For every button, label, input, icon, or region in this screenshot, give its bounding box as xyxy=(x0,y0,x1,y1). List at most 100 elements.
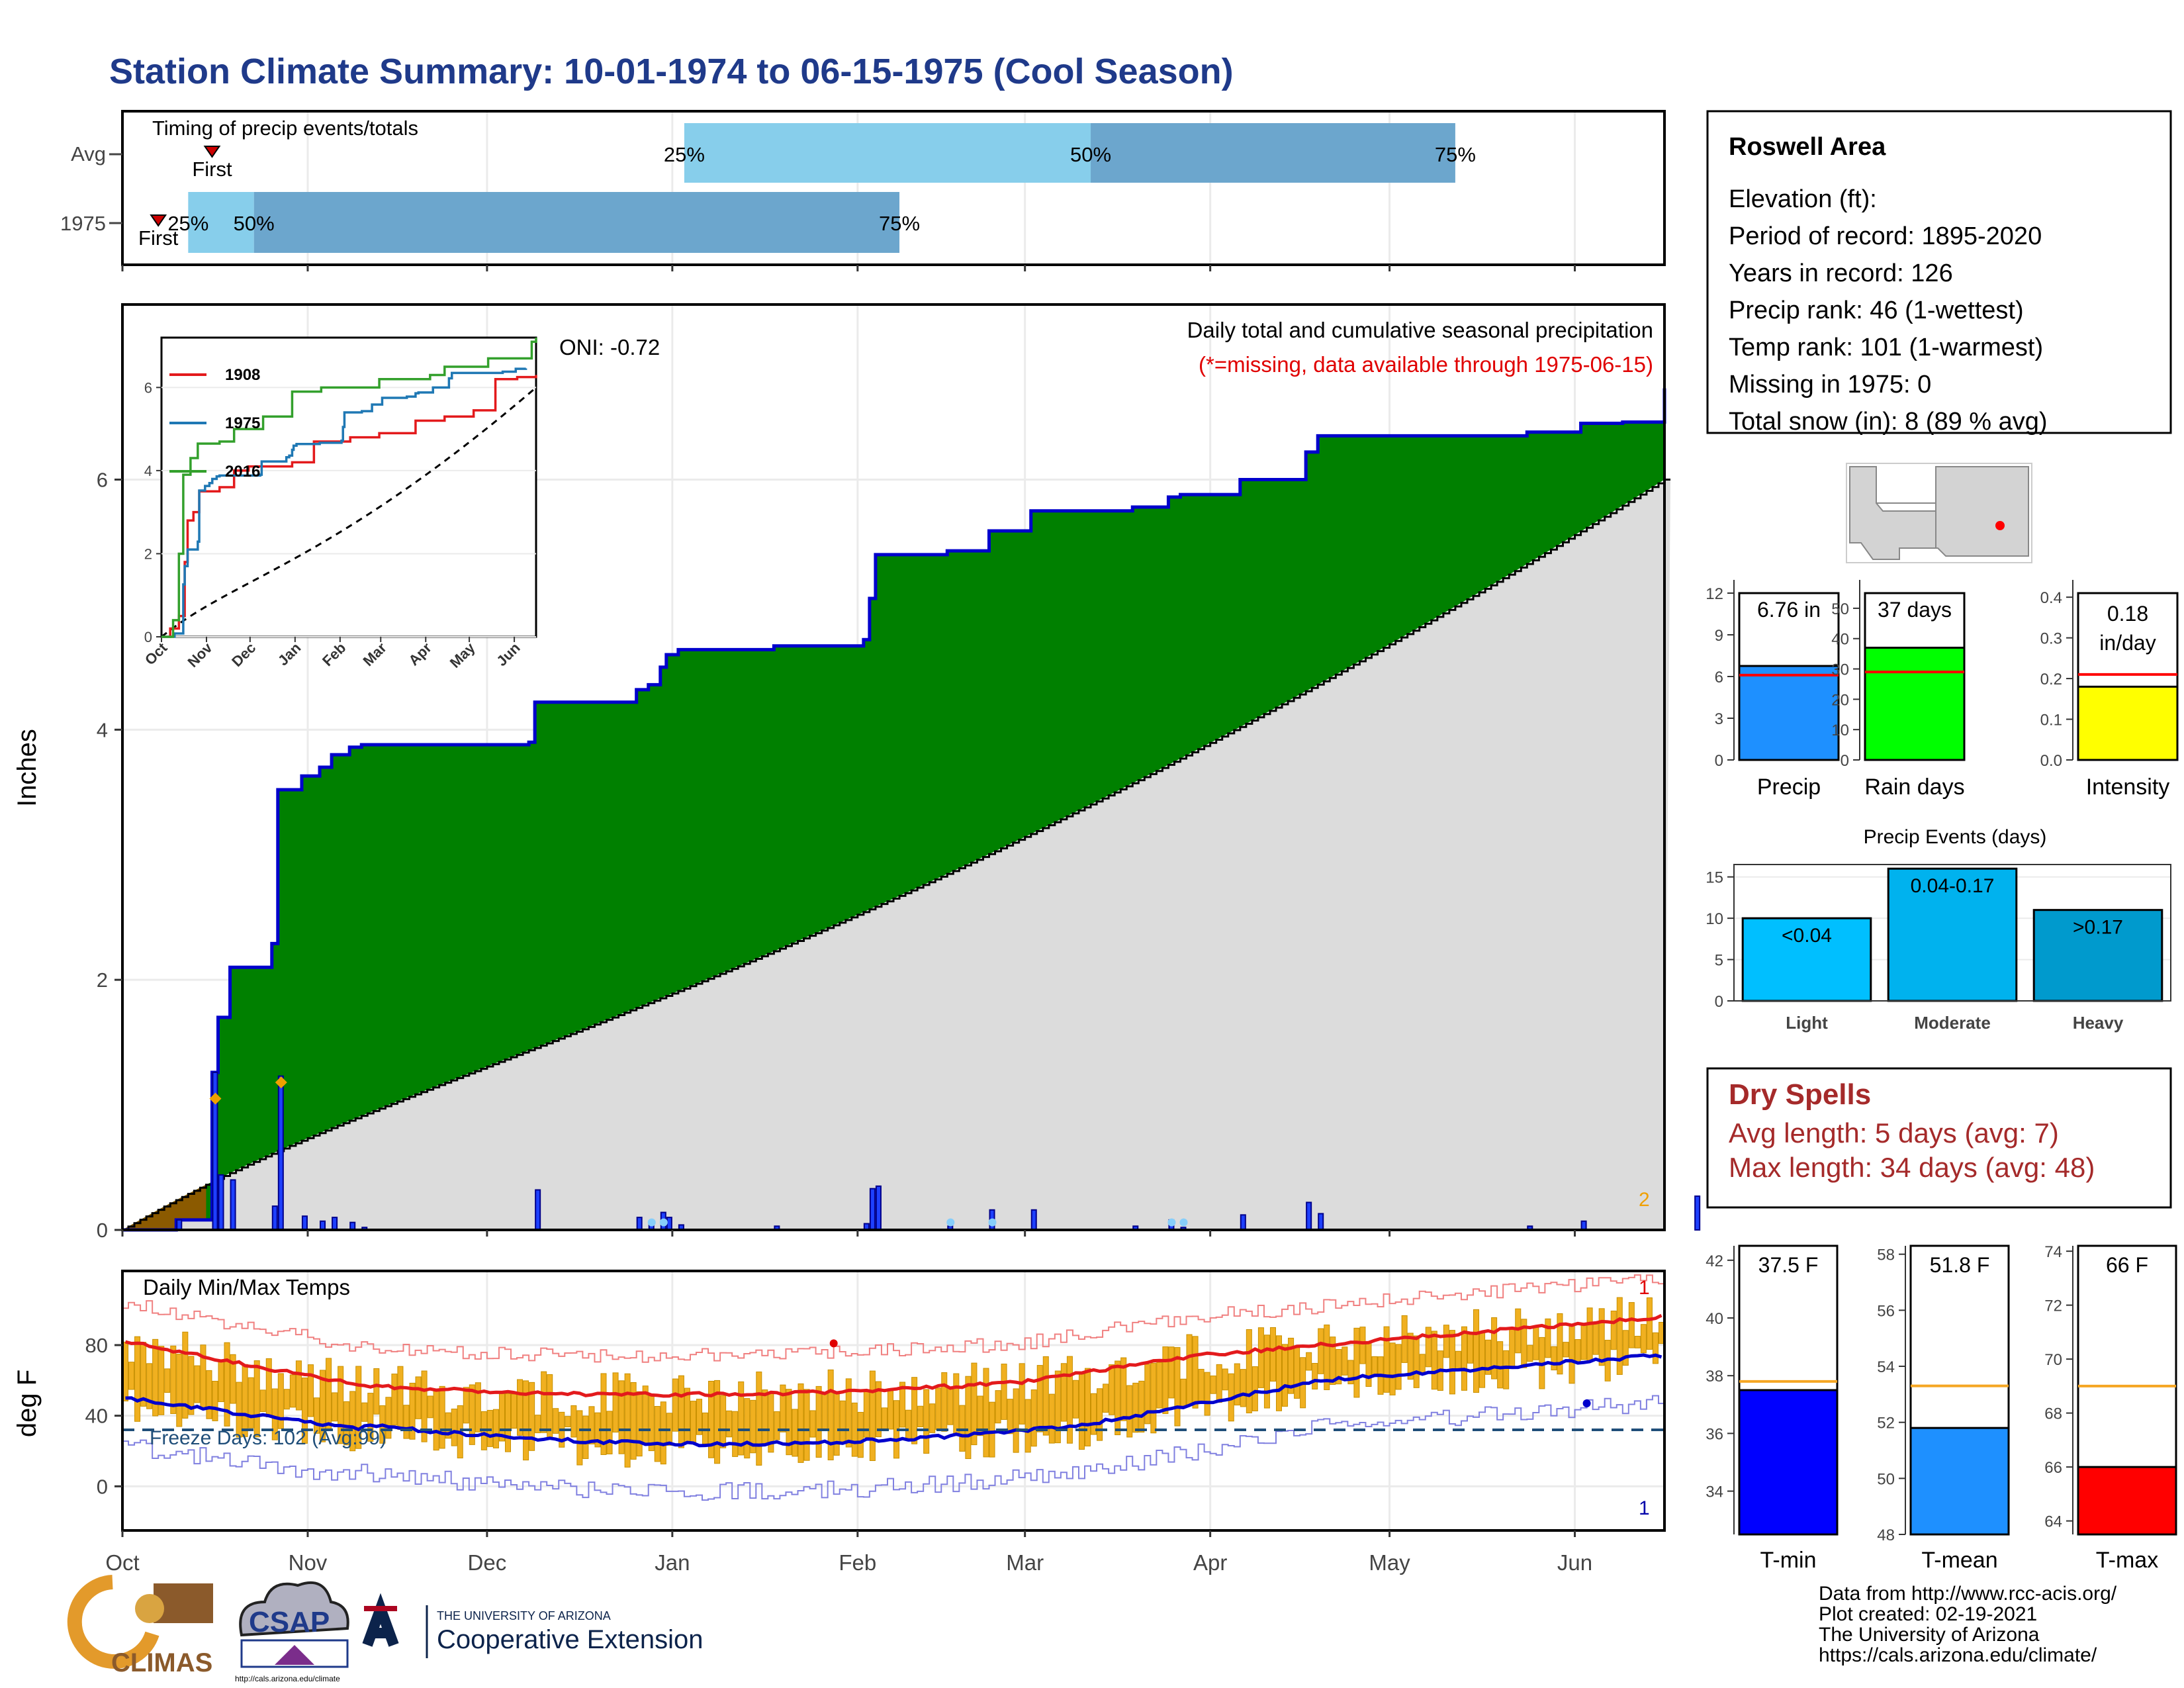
trace-marker xyxy=(988,1218,997,1227)
temp-summary-ytick-label: 34 xyxy=(1706,1483,1723,1501)
climas-logo: CLIMAS xyxy=(67,1575,213,1677)
daily-temp-range-bar xyxy=(582,1415,589,1459)
daily-temp-range-bar xyxy=(1078,1374,1085,1450)
summary-bar xyxy=(2077,685,2179,761)
temp-summary-ytick-label: 72 xyxy=(2044,1297,2062,1315)
summary-ytick-label: 0.3 xyxy=(2040,630,2062,648)
daily-temp-range-bar xyxy=(738,1381,745,1456)
daily-temp-range-bar xyxy=(786,1389,792,1456)
daily-temp-range-bar xyxy=(1634,1336,1641,1348)
daily-temp-range-bar xyxy=(1342,1346,1348,1376)
summary-ytick-label: 10 xyxy=(1831,722,1849,739)
daily-temp-range-bar xyxy=(1234,1363,1240,1406)
daily-temp-range-bar xyxy=(971,1362,978,1446)
record-high-line xyxy=(122,1274,1664,1363)
daily-precip-bar xyxy=(535,1189,541,1231)
timing-quantile-label: 75% xyxy=(1435,143,1476,166)
daily-temp-range-bar xyxy=(1109,1364,1115,1415)
daily-temp-range-bar xyxy=(1515,1308,1522,1354)
inset-series-line xyxy=(161,375,537,638)
month-tick-label: Oct xyxy=(105,1550,139,1575)
daily-temp-range-bar xyxy=(421,1370,428,1442)
dry-spells-max: Max length: 34 days (avg: 48) xyxy=(1729,1152,2095,1183)
daily-temp-range-bar xyxy=(1180,1378,1187,1407)
daily-precip-bar xyxy=(636,1217,643,1231)
summary-ytick-label: 6 xyxy=(1715,669,1723,686)
daily-temp-range-bar xyxy=(1497,1341,1504,1389)
daily-temp-range-bar xyxy=(827,1369,834,1460)
summary-ytick-label: 0 xyxy=(1841,752,1849,770)
temp-summary-ytick-label: 66 xyxy=(2044,1459,2062,1477)
daily-temp-range-bar xyxy=(720,1395,727,1448)
daily-temp-range-bar xyxy=(995,1390,1001,1424)
daily-temp-range-bar xyxy=(511,1393,518,1429)
dry-spells-avg: Avg length: 5 days (avg: 7) xyxy=(1729,1117,2059,1149)
inset-ytick-label: 4 xyxy=(144,463,152,479)
daily-temp-range-bar xyxy=(134,1336,141,1422)
daily-temp-range-bar xyxy=(726,1410,733,1438)
timing-bar-upper xyxy=(1091,123,1455,183)
summary-ytick-label: 0 xyxy=(1715,752,1723,770)
daily-temp-range-bar xyxy=(654,1406,660,1462)
daily-temp-range-bar xyxy=(911,1377,918,1444)
daily-temp-range-bar xyxy=(188,1356,195,1415)
daily-temp-range-bar xyxy=(750,1399,756,1454)
temp-summary-value: 37.5 F xyxy=(1758,1253,1819,1277)
month-tick-label: Mar xyxy=(1006,1550,1044,1575)
daily-temp-range-bar xyxy=(1622,1330,1629,1366)
daily-temp-range-bar xyxy=(977,1395,983,1436)
daily-temp-range-bar xyxy=(1054,1370,1061,1444)
timing-label: Timing of precip events/totals xyxy=(152,117,418,140)
daily-temp-range-bar xyxy=(367,1393,374,1442)
daily-temp-range-bar xyxy=(236,1382,242,1438)
daily-temp-range-bar xyxy=(989,1401,995,1458)
summary-ytick-label: 12 xyxy=(1706,585,1723,603)
ua-top-text: THE UNIVERSITY OF ARIZONA xyxy=(437,1609,611,1622)
daily-precip-bar xyxy=(1694,1195,1701,1231)
daily-temp-range-bar xyxy=(338,1366,344,1444)
daily-temp-range-bar xyxy=(301,1377,308,1444)
daily-temp-range-bar xyxy=(1551,1346,1557,1371)
daily-temp-range-bar xyxy=(983,1368,989,1458)
daily-temp-range-bar xyxy=(905,1409,912,1440)
daily-temp-range-bar xyxy=(1048,1393,1055,1444)
daily-temp-range-bar xyxy=(1557,1313,1563,1375)
temp-summary-ytick-label: 38 xyxy=(1706,1368,1723,1385)
daily-temp-range-bar xyxy=(1527,1344,1533,1362)
precip-events-chart: Precip Events (days) 0 5 10 15 <0.04 Light 0.0… xyxy=(1706,826,2171,1033)
daily-temp-range-bar xyxy=(1336,1348,1342,1385)
daily-temp-range-bar xyxy=(146,1363,153,1409)
temp-summary-label: T-min xyxy=(1760,1548,1817,1573)
average-min-line xyxy=(125,1353,1662,1448)
station-info-box: Roswell Area Elevation (ft): Period of re… xyxy=(1706,110,2172,436)
daily-precip-bar xyxy=(1030,1209,1037,1231)
daily-temp-range-bar xyxy=(1103,1383,1109,1413)
daily-temp-range-bar xyxy=(833,1392,840,1456)
station-name: Roswell Area xyxy=(1729,133,1886,161)
daily-temp-range-bar xyxy=(343,1401,350,1446)
events-bar-label: Heavy xyxy=(2073,1013,2124,1033)
daily-temp-range-bar xyxy=(1030,1389,1037,1447)
daily-temp-range-bar xyxy=(523,1380,529,1461)
daily-temp-range-bar xyxy=(242,1364,248,1437)
daily-temp-range-bar xyxy=(612,1372,619,1432)
temp-summary-ytick-label: 70 xyxy=(2044,1351,2062,1369)
daily-temp-range-bar xyxy=(1371,1356,1378,1376)
daily-temp-range-bar xyxy=(1275,1335,1283,1411)
daily-temp-range-bar xyxy=(815,1385,822,1458)
station-info-line: Elevation (ft): xyxy=(1729,185,1877,213)
daily-temp-range-bar xyxy=(1240,1369,1246,1407)
average-max-line xyxy=(124,1313,1662,1398)
precip-ytick-label: 4 xyxy=(97,718,108,741)
daily-temp-range-bar xyxy=(1616,1297,1623,1375)
summary-ytick-label: 50 xyxy=(1831,600,1849,618)
daily-temp-range-bar xyxy=(1383,1326,1390,1393)
daily-temp-range-bar xyxy=(744,1398,751,1459)
events-bar-label: Moderate xyxy=(1914,1013,1991,1033)
daily-precip-bar xyxy=(176,1219,183,1231)
daily-temp-range-bar xyxy=(486,1409,493,1447)
temp-summary-ytick-label: 56 xyxy=(1877,1302,1895,1320)
daily-temp-range-bar xyxy=(714,1380,721,1464)
daily-temp-range-bar xyxy=(295,1360,302,1411)
csap-logo-text: CSAP xyxy=(249,1606,330,1638)
